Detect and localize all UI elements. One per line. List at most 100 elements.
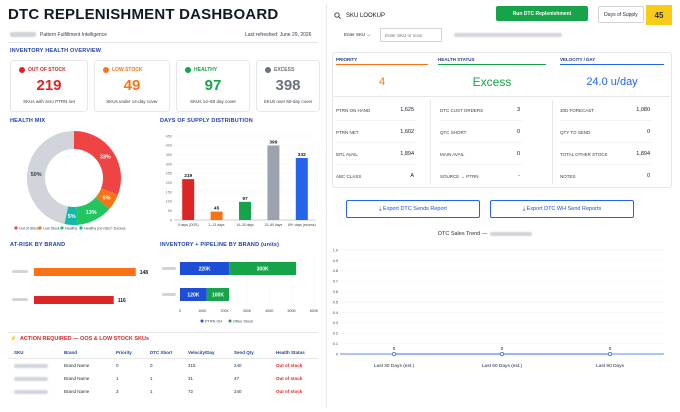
kpi-label-text: LOW STOCK	[112, 67, 143, 73]
donut-slice-label: 33%	[100, 154, 111, 160]
y-tick-label: 0.7	[333, 280, 338, 284]
sku-lookup-header: SKU LOOKUP	[334, 12, 385, 19]
legend-swatch	[79, 226, 83, 230]
priority-underline	[336, 64, 428, 65]
metric-label: QTC SHORT	[440, 130, 467, 135]
redacted-sku	[14, 377, 48, 381]
bar-value-label: 45	[214, 206, 220, 212]
x-tick-label: 31–60 days	[265, 223, 283, 227]
status-dot-icon	[103, 67, 109, 73]
pipeline-bar-label: 120K	[187, 293, 199, 299]
kpi-label: OUT OF STOCK	[19, 67, 66, 73]
metric-label: SOURCE → PTRN	[440, 174, 479, 179]
metric-value: 1,894	[636, 151, 650, 157]
run-replenishment-button[interactable]: Run DTC Replenishment	[496, 6, 588, 21]
bar	[267, 145, 280, 220]
metric-label: NOTES	[560, 174, 576, 179]
trend-point	[500, 352, 504, 356]
kpi-value: 398	[275, 77, 301, 94]
metric-label: MTL AVAIL	[336, 152, 358, 157]
export-wh-button[interactable]: ⤓ Export DTC WH Send Reports	[490, 200, 634, 218]
days-supply-input[interactable]: 45	[646, 5, 672, 25]
y-tick-label: 0.6	[333, 290, 338, 294]
metric-value: A	[410, 173, 414, 179]
table-cell: 1	[116, 376, 119, 381]
pipeline-chart: 0 100K 200K 300K 400K 500K 600K 220K 300K 120K 100…	[162, 256, 319, 324]
redacted-brand	[10, 32, 36, 38]
metric-label: TOTAL OTHER STOCK	[560, 152, 608, 157]
table-cell: 3	[116, 389, 119, 394]
table-row[interactable]	[8, 386, 318, 398]
kpi-caption: SKUs 14–60 day cover	[189, 99, 237, 104]
table-row[interactable]	[8, 373, 318, 385]
trend-point	[608, 352, 612, 356]
y-tick-label: 0	[336, 352, 338, 356]
metric-label: QTY TO SEND	[560, 130, 591, 135]
donut-slice	[76, 196, 110, 225]
subtitle: Pattern Fulfillment Intelligence	[10, 32, 107, 38]
legend-swatch	[60, 226, 64, 230]
trend-point-label: 0	[609, 346, 612, 351]
legend-label: Other Stock	[233, 320, 253, 324]
donut-slice-label: 5%	[68, 214, 76, 220]
trend-point	[392, 352, 396, 356]
trend-point-label: 0	[393, 346, 396, 351]
redacted-brand-label	[162, 267, 176, 270]
pipeline-bar-segment	[180, 262, 230, 275]
table-cell: Out of stock	[276, 363, 303, 368]
table-row[interactable]	[8, 360, 318, 372]
donut-slice	[64, 206, 79, 225]
legend-swatch	[14, 226, 18, 230]
export-sends-button[interactable]: ⤓ Export DTC Sends Report	[346, 200, 480, 218]
table-cell: Brand Name	[64, 389, 90, 394]
metric-value: 1,894	[400, 151, 414, 157]
metric-label: DTC CUST ORDERS	[440, 108, 484, 113]
redacted-trend-sku	[490, 232, 533, 236]
legend-swatch	[38, 226, 42, 230]
at-risk-bar	[34, 296, 114, 304]
alert-icon: ⚡	[10, 336, 17, 342]
table-cell: 0	[150, 363, 153, 368]
trend-title: DTC Sales Trend —	[438, 231, 488, 237]
metric-col-divider-1	[430, 100, 431, 184]
x-tick-label: 600K	[310, 309, 319, 313]
metric-value: 0	[646, 129, 650, 135]
x-tick-label: Last 90 Days	[596, 363, 625, 369]
y-tick-label: 250	[166, 172, 172, 176]
y-tick-label: 0.5	[333, 300, 338, 304]
legend-label: Healthy	[65, 227, 77, 231]
donut-slice	[95, 188, 118, 209]
sku-input[interactable]	[380, 28, 442, 42]
kpi-card: LOW STOCK 49 SKUs under 14-day cover	[94, 60, 170, 112]
kpi-label-text: EXCESS	[274, 67, 295, 73]
legend-label: Healthy (no risk)	[84, 227, 110, 231]
at-risk-chart: 148 116	[12, 268, 148, 304]
bar-value-label: 97	[242, 196, 248, 202]
bar	[295, 158, 308, 220]
column-divider	[326, 4, 327, 408]
metric-value: 0	[516, 151, 520, 157]
velocity-label: VELOCITY / DAY	[560, 57, 596, 62]
inventory-health-title: INVENTORY HEALTH OVERVIEW	[10, 48, 102, 54]
metric-value: 0	[516, 129, 520, 135]
metric-col-divider-2	[552, 100, 553, 184]
table-header-cell: Brand	[64, 350, 78, 355]
pipeline-bar-label: 220K	[199, 267, 211, 273]
metric-divider	[560, 120, 652, 121]
table-header-cell: SKU	[14, 350, 24, 355]
x-tick-label: 100K	[198, 309, 207, 313]
redacted-sku	[14, 364, 48, 368]
trend-header: DTC Sales Trend —	[438, 231, 533, 237]
legend-swatch	[228, 319, 232, 323]
legend-label: PTRN OH	[205, 320, 222, 324]
y-tick-label: 50	[168, 209, 172, 213]
x-tick-label: 0 days (OOS)	[178, 223, 199, 227]
sku-lookup-title: SKU LOOKUP	[346, 12, 386, 19]
x-tick-label: 0	[179, 309, 181, 313]
at-risk-title: AT-RISK BY BRAND	[10, 242, 66, 248]
search-icon	[334, 12, 341, 19]
pipeline-bar-segment	[229, 262, 297, 275]
kpi-card: EXCESS 398 SKUs over 60-day cover	[256, 60, 320, 112]
table-cell: 240	[234, 363, 242, 368]
y-tick-label: 300	[166, 162, 172, 166]
